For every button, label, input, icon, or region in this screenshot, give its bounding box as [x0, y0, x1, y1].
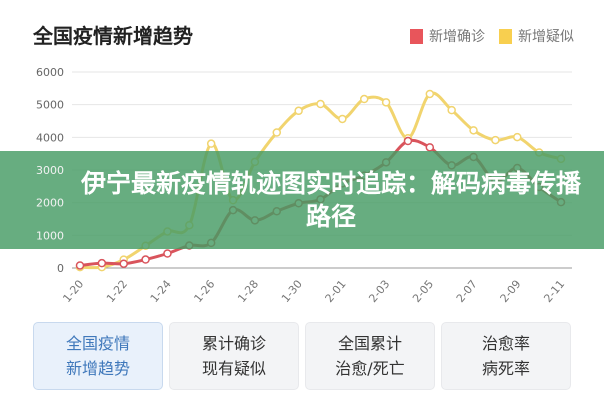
y-tick-label: 2000: [36, 197, 64, 210]
headline-text: 伊宁最新疫情轨迹图实时追踪：解码病毒传播路径: [80, 169, 581, 231]
tab-label-line2: 新增趋势: [65, 359, 130, 378]
x-tick-label: 2-01: [323, 278, 349, 305]
data-point-confirmed: [141, 255, 150, 264]
data-point-suspected: [491, 135, 500, 145]
y-tick-label: 1000: [36, 229, 64, 242]
y-axis-labels: 0 1000 2000 3000 4000 5000 6000: [36, 66, 64, 275]
tab-label-line2: 现有疑似: [201, 359, 266, 378]
data-point-suspected: [272, 128, 282, 137]
tab-new-trend[interactable]: 全国疫情 新增趋势: [33, 322, 163, 390]
legend-label-confirmed: 新增确诊: [429, 29, 485, 45]
data-point-suspected: [316, 99, 325, 109]
data-point-confirmed: [163, 249, 172, 258]
data-point-suspected: [338, 114, 347, 124]
chart-title: 全国疫情新增趋势: [33, 24, 193, 48]
tab-label-line2: 病死率: [481, 359, 530, 378]
data-point-confirmed: [75, 261, 85, 270]
chart-tab-buttons: 全国疫情 新增趋势 累计确诊 现有疑似 全国累计 治愈/死亡 治愈率 病死率: [33, 322, 571, 390]
x-tick-label: 2-07: [454, 278, 480, 305]
legend-item-suspected[interactable]: 新增疑似: [499, 26, 574, 46]
tab-label-line1: 全国疫情: [65, 334, 130, 353]
x-tick-label: 1-26: [191, 278, 217, 305]
y-tick-label: 5000: [36, 99, 64, 112]
x-tick-label: 1-30: [279, 278, 305, 305]
chart-legend: 新增确诊 新增疑似: [410, 26, 574, 46]
x-tick-label: 2-03: [366, 278, 392, 305]
legend-item-confirmed[interactable]: 新增确诊: [410, 26, 485, 46]
x-tick-label: 2-05: [410, 278, 436, 305]
data-point-confirmed: [119, 259, 128, 268]
data-point-suspected: [513, 132, 522, 142]
tab-cumulative-confirmed[interactable]: 累计确诊 现有疑似: [169, 322, 299, 390]
x-tick-label: 1-28: [235, 278, 261, 305]
data-point-suspected: [381, 98, 391, 107]
data-point-suspected: [294, 106, 303, 116]
x-tick-label: 2-11: [541, 278, 567, 305]
data-point-confirmed: [403, 136, 413, 146]
data-point-suspected: [469, 126, 478, 135]
y-tick-label: 0: [57, 262, 64, 275]
data-point-suspected: [206, 139, 216, 148]
x-tick-label: 1-22: [104, 278, 130, 305]
data-point-suspected: [359, 94, 369, 104]
x-tick-label: 1-24: [148, 278, 174, 305]
data-point-suspected: [447, 105, 456, 115]
y-tick-label: 3000: [36, 164, 64, 177]
data-point-suspected: [425, 89, 435, 99]
legend-swatch-confirmed: [410, 28, 423, 44]
y-tick-label: 4000: [36, 131, 64, 144]
tab-cure-death-rate[interactable]: 治愈率 病死率: [441, 322, 571, 390]
tab-label-line1: 治愈率: [481, 334, 530, 353]
tab-label-line1: 全国累计: [337, 334, 402, 353]
tab-label-line1: 累计确诊: [201, 334, 266, 353]
tab-label-line2: 治愈/死亡: [335, 359, 405, 378]
headline-banner: 伊宁最新疫情轨迹图实时追踪：解码病毒传播路径: [0, 151, 604, 249]
x-tick-label: 2-09: [498, 278, 524, 305]
y-tick-label: 6000: [36, 66, 64, 79]
data-point-confirmed: [97, 258, 107, 268]
data-point-confirmed: [425, 143, 435, 152]
legend-label-suspected: 新增疑似: [518, 29, 574, 45]
tab-cured-deaths[interactable]: 全国累计 治愈/死亡: [305, 322, 435, 390]
legend-swatch-suspected: [499, 28, 512, 44]
